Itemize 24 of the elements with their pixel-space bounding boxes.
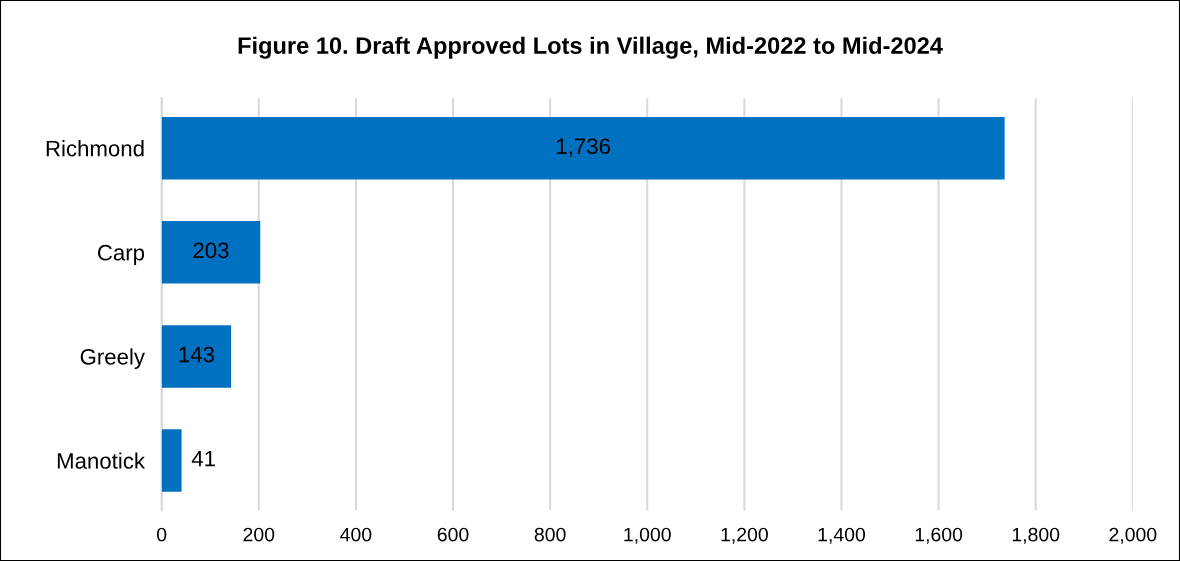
x-tick-label: 1,200 xyxy=(721,527,768,544)
x-tick-label: 0 xyxy=(157,527,167,542)
y-tick-label: Greely xyxy=(80,348,145,370)
data-label: 203 xyxy=(193,242,229,259)
bar xyxy=(161,325,232,388)
data-label: 143 xyxy=(179,346,214,363)
x-tick-label: 200 xyxy=(243,527,275,542)
data-label: 41 xyxy=(191,450,215,467)
x-tick-label: 1,600 xyxy=(915,527,963,544)
x-tick-label: 1,400 xyxy=(818,527,866,544)
bar xyxy=(161,116,1005,180)
y-tick-label: Manotick xyxy=(57,452,146,469)
x-tick-label: 800 xyxy=(534,527,566,542)
y-tick-label: Carp xyxy=(97,244,145,265)
x-tick-label: 600 xyxy=(437,527,469,542)
x-tick-label: 1,800 xyxy=(1012,527,1060,544)
data-label: 1,736 xyxy=(557,138,610,157)
bar xyxy=(161,221,261,284)
y-tick-label: Richmond xyxy=(46,140,144,157)
x-tick-label: 2,000 xyxy=(1109,527,1157,544)
x-tick-label: 1,000 xyxy=(624,527,671,544)
chart-title: Figure 10. Draft Approved Lots in Village, Mid-2022 to Mid-2024 xyxy=(238,36,943,59)
bar xyxy=(161,429,182,492)
x-tick-label: 400 xyxy=(340,527,372,542)
